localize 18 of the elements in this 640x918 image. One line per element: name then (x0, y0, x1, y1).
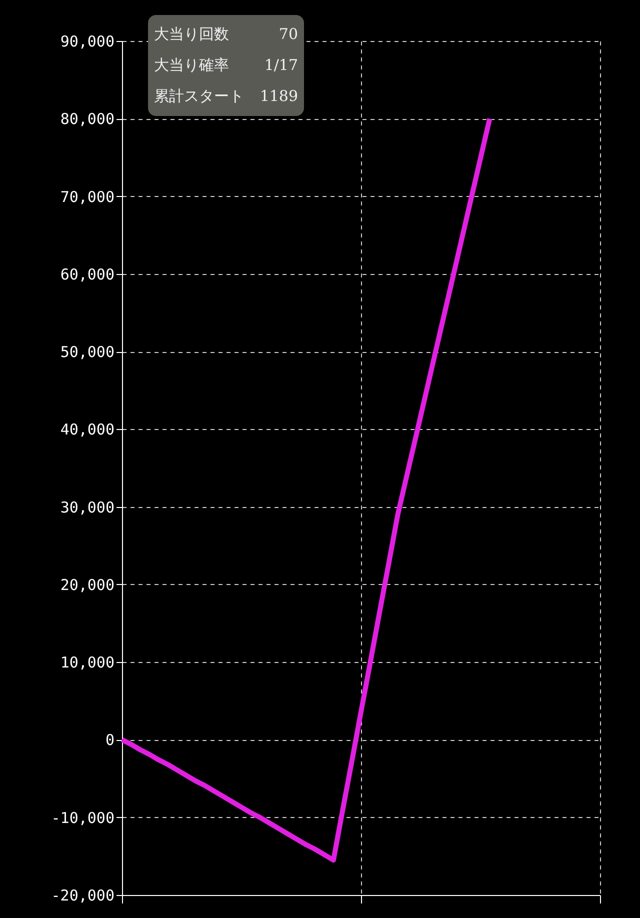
y-tick-label: -10,000 (51, 808, 114, 827)
annotation: 1/17 (264, 56, 298, 74)
y-tick-label: 90,000 (60, 32, 114, 50)
annotation: 大当り回数 (154, 25, 229, 43)
y-tick-label: 60,000 (60, 265, 114, 284)
y-tick-label: -20,000 (51, 886, 114, 904)
y-tick-label: 50,000 (60, 343, 114, 362)
annotation: 1189 (260, 87, 298, 105)
annotation: 累計スタート (154, 87, 244, 105)
y-tick-label: 0 (105, 731, 114, 750)
y-tick-label: 70,000 (60, 188, 114, 206)
annotation: 70 (278, 25, 298, 43)
y-tick-label: 30,000 (60, 498, 114, 516)
y-tick-label: 20,000 (60, 576, 114, 594)
annotation: 大当り確率 (154, 56, 229, 74)
y-tick-label: 80,000 (60, 110, 114, 128)
y-tick-label: 10,000 (60, 654, 114, 672)
y-tick-label: 40,000 (60, 420, 114, 439)
